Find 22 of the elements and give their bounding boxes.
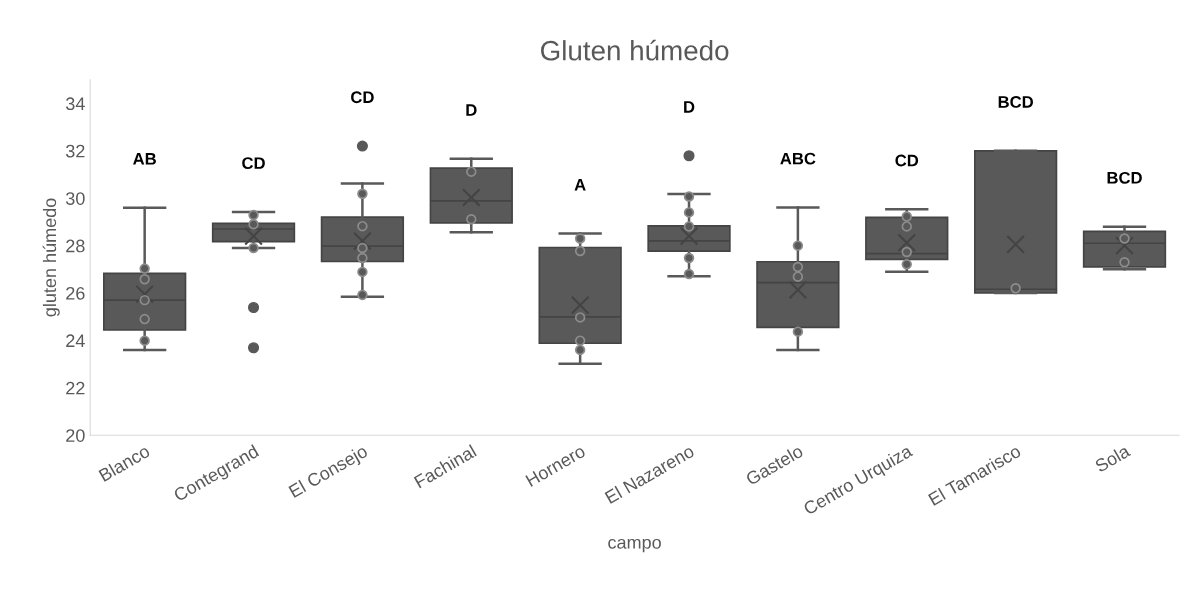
annotation: ABC xyxy=(780,152,816,165)
annotation: CD xyxy=(895,154,919,167)
y-tick-label: 28 xyxy=(66,239,85,253)
y-tick-label: 22 xyxy=(66,381,85,395)
annotation: CD xyxy=(351,91,374,104)
y-tick-label: 24 xyxy=(66,334,85,347)
annotation: AB xyxy=(133,153,156,165)
y-tick-label: 34 xyxy=(65,97,85,111)
x-axis-title: campo xyxy=(608,538,661,553)
chart-title: Gluten húmedo xyxy=(541,39,729,61)
y-tick-label: 20 xyxy=(66,429,85,442)
annotation: CD xyxy=(242,157,265,170)
x-tick-label: Sola xyxy=(1093,443,1132,473)
annotation: BCD xyxy=(1107,171,1142,184)
annotation: A xyxy=(574,178,586,191)
y-tick-label: 26 xyxy=(66,286,85,300)
annotation: D xyxy=(466,104,477,116)
annotation: BCD xyxy=(998,96,1033,108)
y-tick-label: 32 xyxy=(65,144,85,158)
y-tick-label: 30 xyxy=(65,192,85,205)
y-axis-title: gluten húmedo xyxy=(42,198,60,317)
annotation: D xyxy=(684,101,695,113)
